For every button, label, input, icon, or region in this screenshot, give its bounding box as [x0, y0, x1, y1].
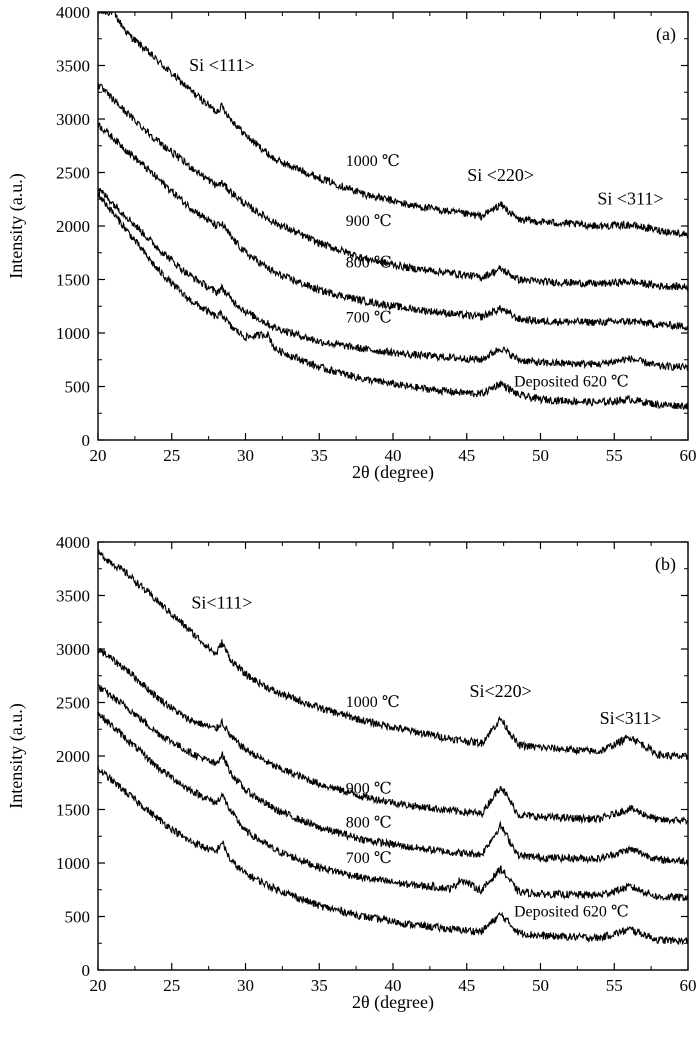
- series-line-0: [98, 12, 688, 239]
- series-label: 700 ℃: [346, 850, 392, 867]
- series-line-2: [98, 122, 688, 332]
- x-tick-label: 55: [606, 446, 623, 465]
- x-tick-label: 35: [311, 976, 328, 995]
- y-tick-label: 0: [82, 431, 91, 450]
- x-tick-label: 25: [163, 446, 180, 465]
- x-tick-label: 55: [606, 976, 623, 995]
- peak-label: Si <111>: [189, 55, 254, 75]
- y-axis-label: Intensity (a.u.): [6, 173, 27, 278]
- peak-label: Si <311>: [597, 189, 663, 209]
- x-tick-label: 60: [680, 446, 697, 465]
- x-tick-label: 30: [237, 446, 254, 465]
- series-label: 800 ℃: [346, 815, 392, 832]
- x-tick-label: 40: [385, 976, 402, 995]
- series-label: 900 ℃: [346, 780, 392, 797]
- series-line-4: [98, 765, 688, 945]
- y-tick-label: 1000: [56, 324, 90, 343]
- panel-a: 1000 ℃ 900 ℃ 800 ℃ 700 ℃ Deposited 620 ℃ 20 25…: [6, 3, 697, 483]
- x-tick-label: 50: [532, 446, 549, 465]
- x-tick-label: 50: [532, 976, 549, 995]
- series-line-4: [98, 192, 688, 410]
- x-tick-label: 25: [163, 976, 180, 995]
- x-tick-label: 20: [90, 446, 107, 465]
- y-tick-label: 3500: [56, 587, 90, 606]
- y-tick-label: 1500: [56, 801, 90, 820]
- series-label: 900 ℃: [346, 213, 392, 230]
- y-tick-label: 3000: [56, 110, 90, 129]
- x-axis-label: 2θ (degree): [352, 462, 434, 483]
- peak-label: Si<311>: [600, 708, 662, 728]
- y-tick-label: 4000: [56, 533, 90, 552]
- y-tick-label: 3500: [56, 57, 90, 76]
- x-tick-label: 35: [311, 446, 328, 465]
- panel-b: 1000 ℃ 900 ℃ 800 ℃ 700 ℃ Deposited 620 ℃ 20 25…: [6, 533, 697, 1013]
- y-tick-label: 500: [65, 378, 91, 397]
- x-tick-label: 45: [458, 446, 475, 465]
- y-tick-label: 2000: [56, 217, 90, 236]
- x-tick-label: 20: [90, 976, 107, 995]
- panel-label: (a): [656, 24, 676, 45]
- y-tick-label: 0: [82, 961, 91, 980]
- x-tick-label: 40: [385, 446, 402, 465]
- x-tick-label: 45: [458, 976, 475, 995]
- series-label: Deposited 620 ℃: [514, 904, 629, 921]
- series-line-1: [98, 647, 688, 826]
- series-label: 1000 ℃: [346, 153, 400, 170]
- panel-label: (b): [655, 554, 676, 575]
- series-line-3: [98, 187, 688, 371]
- series-line-2: [98, 684, 688, 867]
- y-tick-label: 1500: [56, 271, 90, 290]
- x-tick-label: 30: [237, 976, 254, 995]
- peak-label: Si <220>: [467, 165, 534, 185]
- series-label: 800 ℃: [346, 255, 392, 272]
- x-tick-label: 60: [680, 976, 697, 995]
- series-line-0: [98, 549, 688, 761]
- series-label: Deposited 620 ℃: [514, 374, 629, 391]
- y-tick-label: 2000: [56, 747, 90, 766]
- series-label: 1000 ℃: [346, 694, 400, 711]
- peak-label: Si<111>: [191, 592, 252, 612]
- y-tick-label: 3000: [56, 640, 90, 659]
- y-tick-label: 2500: [56, 694, 90, 713]
- series-line-3: [98, 711, 688, 902]
- y-tick-label: 4000: [56, 3, 90, 22]
- y-tick-label: 500: [65, 908, 91, 927]
- y-tick-label: 2500: [56, 164, 90, 183]
- series-line-1: [98, 83, 688, 292]
- peak-label: Si<220>: [470, 681, 532, 701]
- y-tick-label: 1000: [56, 854, 90, 873]
- x-axis-label: 2θ (degree): [352, 992, 434, 1013]
- series-label: 700 ℃: [346, 309, 392, 326]
- y-axis-label: Intensity (a.u.): [6, 703, 27, 808]
